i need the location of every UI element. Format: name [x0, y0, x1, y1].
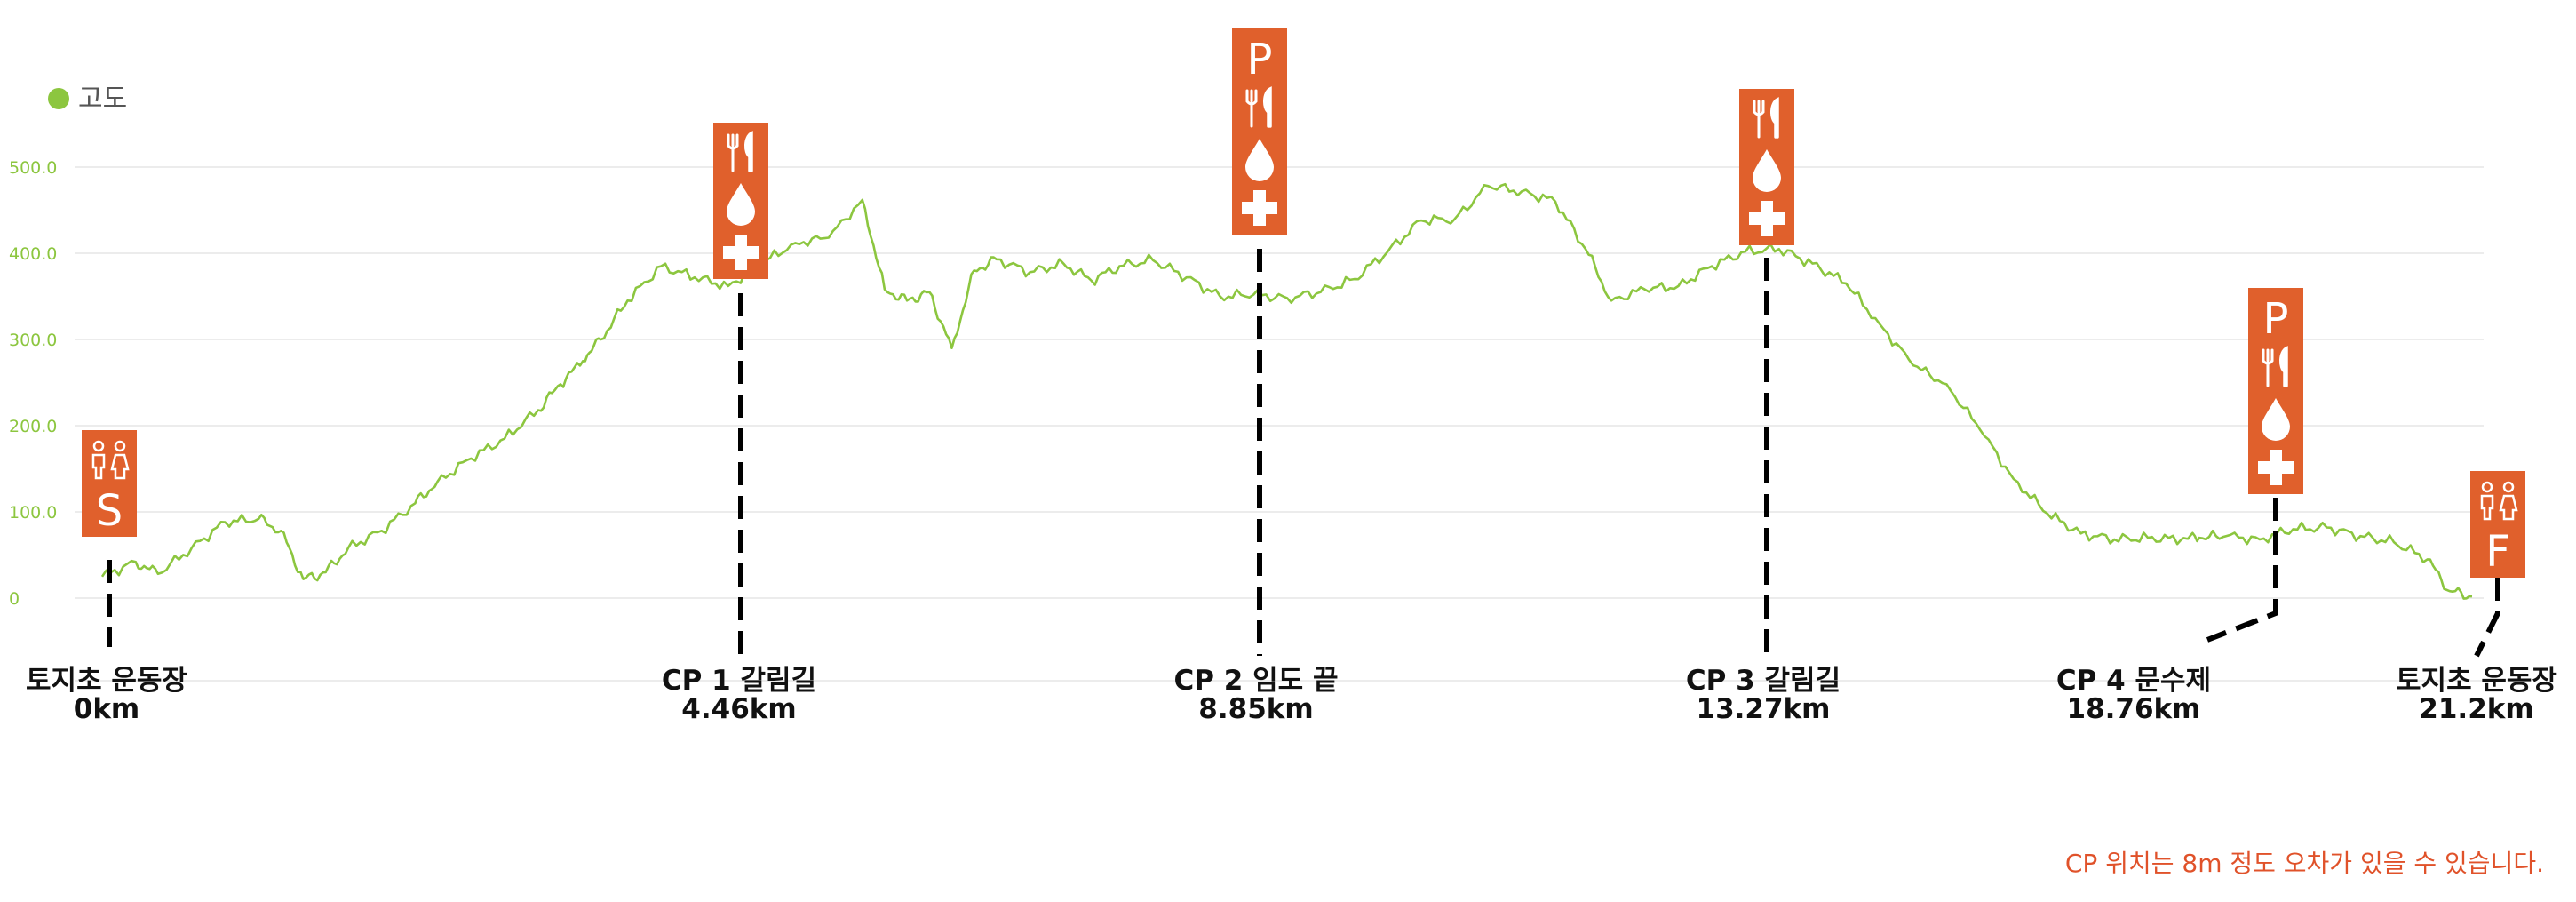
legend-label: 고도	[78, 84, 127, 115]
checkpoint-name: 토지초 운동장	[2396, 665, 2557, 697]
checkpoint-distance: 21.2km	[2419, 693, 2533, 725]
knife-shape	[1770, 97, 1779, 139]
knife-shape	[1263, 86, 1272, 128]
checkpoint-name: CP 4 문수제	[2056, 665, 2211, 697]
restroom-figure	[2499, 494, 2518, 521]
marker-letter: S	[96, 486, 123, 536]
knife-shape	[2279, 346, 2288, 387]
restroom-head	[92, 440, 105, 452]
restroom-head	[114, 440, 126, 452]
footnote: CP 위치는 8m 정도 오차가 있을 수 있습니다.	[2064, 849, 2544, 878]
checkpoint-name: CP 2 임도 끝	[1174, 665, 1339, 697]
medical-icon	[1749, 201, 1785, 236]
checkpoint-marker: P CP 2 임도 끝8.85km	[1174, 28, 1339, 725]
legend: 고도	[48, 84, 127, 115]
y-tick-label: 100.0	[9, 503, 57, 523]
fork-shape	[1245, 89, 1258, 128]
y-tick-label: 0	[9, 589, 20, 609]
marker-box	[2470, 471, 2525, 578]
elevation-line	[100, 182, 2473, 600]
marker-letter: P	[1247, 35, 1273, 84]
marker-pole	[2206, 498, 2278, 643]
food-icon	[727, 131, 753, 172]
food-icon	[1245, 86, 1272, 128]
food-icon	[1753, 97, 1779, 139]
y-tick-label: 400.0	[9, 244, 57, 264]
y-tick-label: 500.0	[9, 158, 57, 178]
marker-pole	[2474, 578, 2500, 658]
medical-icon	[723, 235, 759, 270]
checkpoint-distance: 0km	[74, 693, 140, 725]
y-tick-label: 300.0	[9, 331, 57, 350]
legend-swatch	[48, 88, 69, 109]
restroom-figure	[110, 453, 130, 480]
y-tick-label: 200.0	[9, 417, 57, 436]
marker-box	[82, 430, 137, 537]
restroom-figure	[2480, 494, 2494, 521]
knife-shape	[744, 131, 753, 172]
fork-shape	[2262, 348, 2274, 387]
restroom-head	[2481, 481, 2493, 493]
water-icon	[1245, 139, 1274, 181]
marker-letter: P	[2263, 294, 2289, 344]
elevation-series	[100, 182, 2473, 600]
checkpoint-name: 토지초 운동장	[26, 665, 187, 697]
checkpoint-distance: 4.46km	[681, 693, 796, 725]
checkpoint-distance: 13.27km	[1697, 693, 1831, 725]
fork-shape	[1753, 100, 1765, 139]
fork-shape	[727, 133, 739, 172]
food-icon	[2262, 346, 2288, 387]
marker-letter: F	[2485, 527, 2510, 577]
restroom-head	[2502, 481, 2515, 493]
checkpoint-name: CP 3 갈림길	[1686, 665, 1841, 697]
checkpoint-distance: 18.76km	[2067, 693, 2201, 725]
medical-icon	[1242, 190, 1277, 226]
water-icon	[2262, 398, 2290, 441]
checkpoint-name: CP 1 갈림길	[662, 665, 816, 697]
water-icon	[727, 183, 755, 226]
y-tick-labels: 0 100.0 200.0 300.0 400.0 500.0	[9, 158, 57, 609]
medical-icon	[2258, 450, 2294, 485]
checkpoint-distance: 8.85km	[1198, 693, 1313, 725]
grid-lines	[75, 166, 2484, 682]
restroom-icon	[2480, 481, 2518, 521]
restroom-figure	[91, 453, 106, 480]
water-icon	[1753, 149, 1781, 192]
restroom-icon	[91, 440, 130, 480]
